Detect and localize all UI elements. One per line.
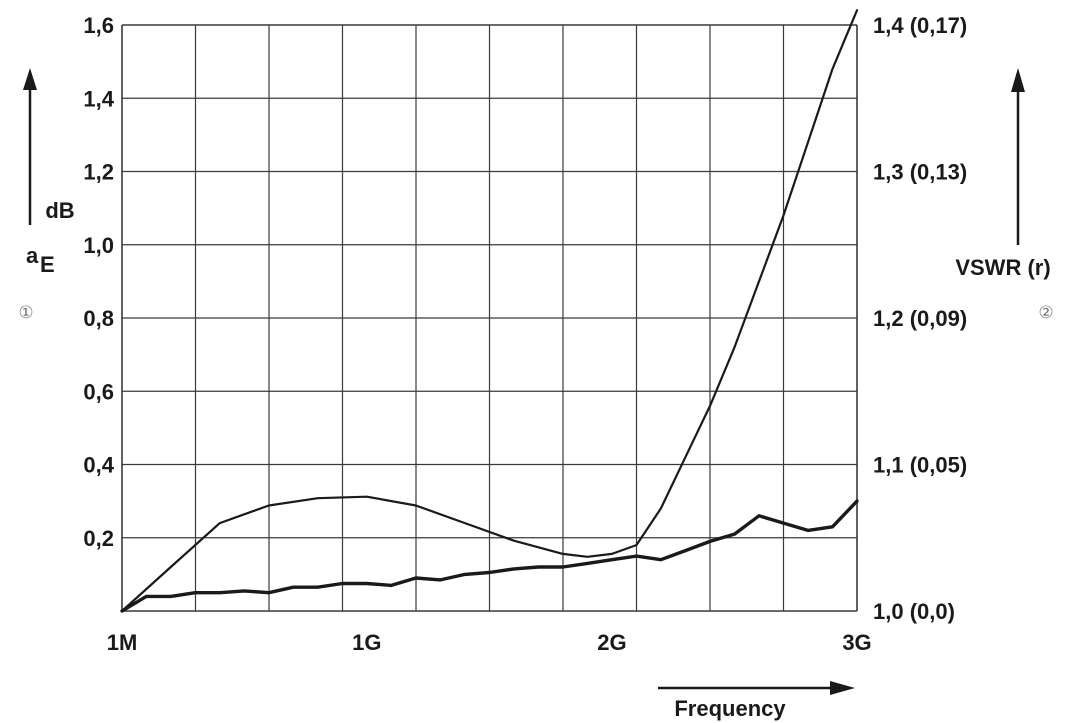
- x-tick-label: 2G: [597, 630, 626, 655]
- right-axis-arrow-icon: [1011, 68, 1025, 92]
- x-tick-label: 1G: [352, 630, 381, 655]
- y-left-tick-label: 0,6: [83, 379, 114, 404]
- y-left-tick-label: 0,2: [83, 526, 114, 551]
- x-tick-label: 3G: [842, 630, 871, 655]
- series-line-attenuation: [120, 499, 859, 613]
- left-axis-label-sub: E: [40, 252, 55, 277]
- x-axis-label: Frequency: [674, 696, 786, 721]
- label-group: a E dB ① VSWR (r) ② Frequency 0,2 0,4 0,6 0…: [18, 13, 1053, 721]
- right-axis-marker: ②: [1038, 303, 1053, 322]
- series-group: [120, 9, 859, 613]
- right-axis-label: VSWR (r): [955, 255, 1050, 280]
- left-axis-marker: ①: [18, 303, 33, 322]
- left-axis-label-main: a: [26, 243, 39, 268]
- grid: [121, 24, 858, 612]
- y-left-tick-label: 1,6: [83, 13, 114, 38]
- y-left-tick-label: 0,8: [83, 306, 114, 331]
- y-right-tick-label: 1,1 (0,05): [873, 453, 967, 478]
- y-left-tick-label: 1,2: [83, 160, 114, 185]
- y-right-tick-label: 1,3 (0,13): [873, 160, 967, 185]
- x-tick-label: 1M: [107, 630, 138, 655]
- y-left-tick-label: 1,4: [83, 86, 114, 111]
- y-right-tick-label: 1,4 (0,17): [873, 13, 967, 38]
- series-line-vswr: [120, 9, 859, 613]
- axis-arrows: [23, 68, 1025, 695]
- y-left-tick-label: 1,0: [83, 233, 114, 258]
- y-left-tick-label: 0,4: [83, 453, 114, 478]
- left-axis-unit: dB: [45, 198, 74, 223]
- y-right-tick-label: 1,2 (0,09): [873, 306, 967, 331]
- x-axis-arrow-icon: [830, 681, 855, 695]
- left-axis-arrow-icon: [23, 68, 37, 90]
- y-right-tick-label: 1,0 (0,0): [873, 599, 955, 624]
